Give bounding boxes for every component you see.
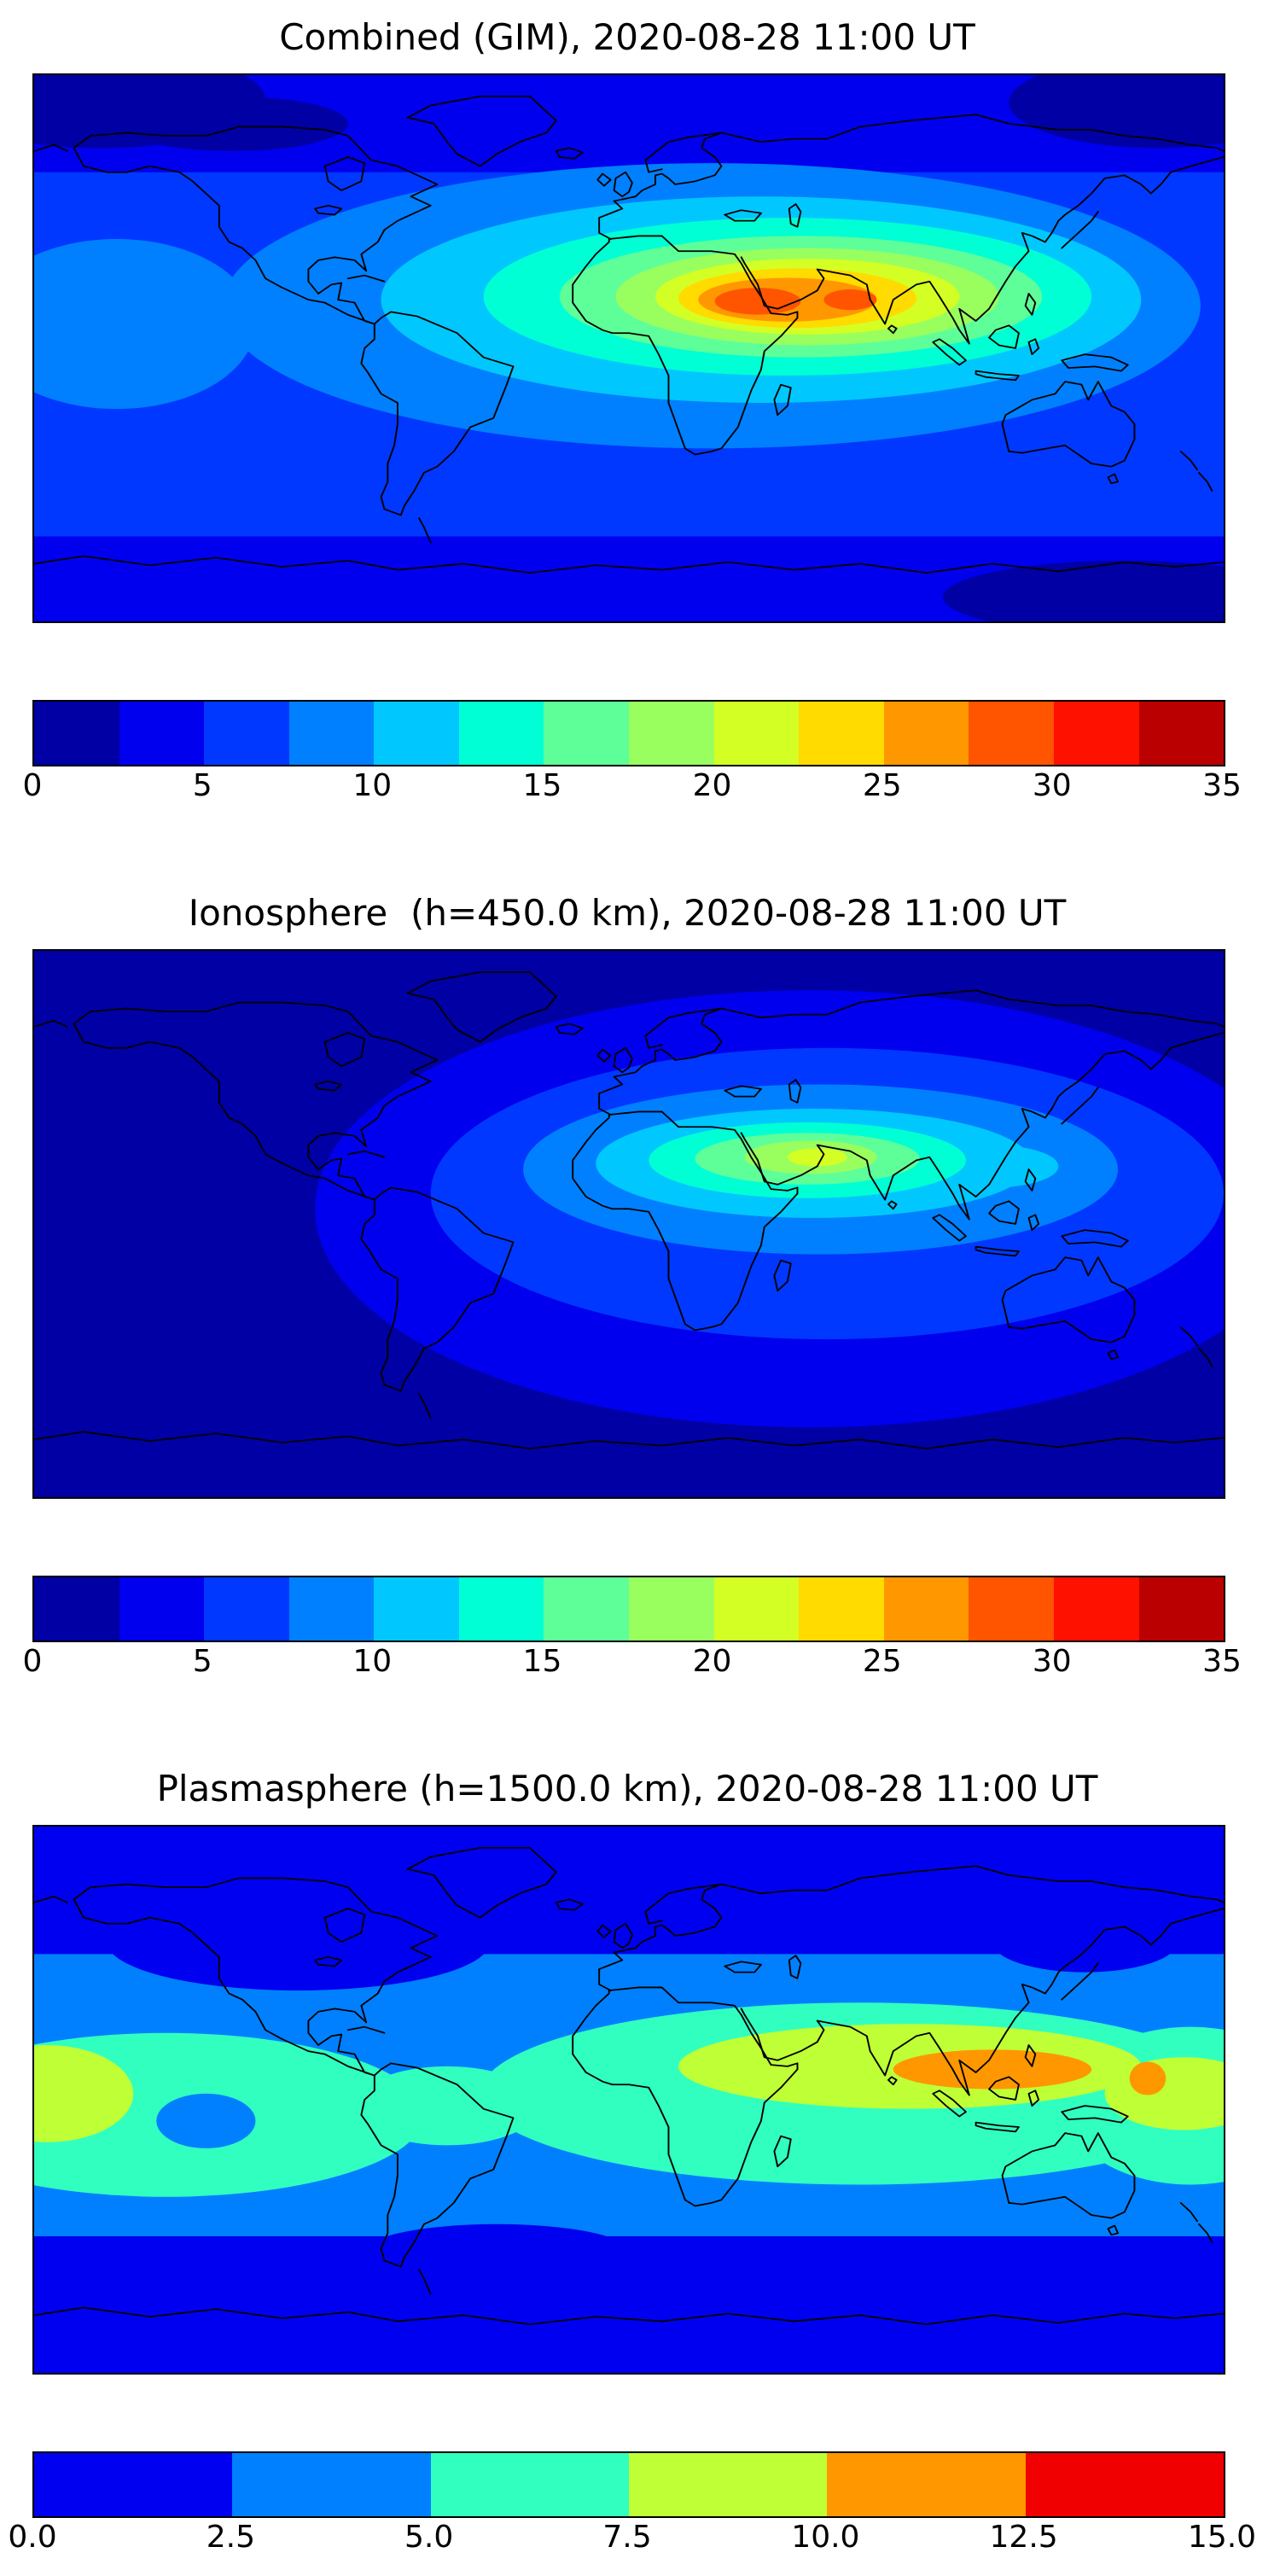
- colorbar-combined: [32, 700, 1225, 766]
- colorbar-tick-label: 10.0: [791, 2520, 860, 2555]
- colorbar-segment: [713, 1577, 800, 1641]
- contour-yellowgreen-west: [34, 2045, 134, 2142]
- contour-arctic-dark: [116, 96, 348, 151]
- contour-south-dip: [364, 2223, 629, 2279]
- contour-pacific-light: [34, 239, 256, 410]
- colorbar-segment: [1138, 702, 1225, 765]
- colorbar-ionosphere-ticks: 0 5 10 15 20 25 30 35: [23, 1642, 1242, 1681]
- colorbar-segment: [34, 702, 119, 765]
- contour-blue-hole: [156, 2093, 256, 2148]
- contour-field-ionosphere: [34, 951, 1224, 1497]
- panel-combined-title: Combined (GIM), 2020-08-28 11:00 UT: [279, 16, 975, 58]
- map-plasmasphere-svg: [34, 1827, 1224, 2373]
- colorbar-tick-label: 35: [1202, 1644, 1242, 1679]
- colorbar-segment: [288, 702, 375, 765]
- colorbar-segment: [713, 702, 800, 765]
- colorbar-tick-label: 0.0: [8, 2520, 57, 2555]
- map-plasmasphere: [32, 1825, 1225, 2375]
- colorbar-segment: [883, 702, 969, 765]
- contour-peak: [787, 1148, 847, 1167]
- colorbar-segment: [1138, 1577, 1225, 1641]
- map-ionosphere-svg: [34, 951, 1224, 1497]
- colorbar-segment: [827, 2453, 1026, 2516]
- map-combined-svg: [34, 75, 1224, 621]
- map-combined: [32, 73, 1225, 623]
- panel-ionosphere: Ionosphere (h=450.0 km), 2020-08-28 11:0…: [23, 891, 1242, 1681]
- colorbar-segment: [34, 1577, 119, 1641]
- contour-easia-dip: [992, 1911, 1178, 1973]
- contour-orange-spot: [1129, 2061, 1167, 2095]
- colorbar-tick-label: 10: [352, 768, 393, 803]
- map-ionosphere: [32, 949, 1225, 1499]
- colorbar-segment: [374, 1577, 459, 1641]
- colorbar-tick-label: 20: [692, 768, 732, 803]
- colorbar-tick-label: 10: [352, 1644, 393, 1679]
- panel-plasmasphere: Plasmasphere (h=1500.0 km), 2020-08-28 1…: [8, 1767, 1256, 2557]
- colorbar-tick-label: 5: [192, 1644, 212, 1679]
- colorbar-ionosphere: [32, 1576, 1225, 1642]
- colorbar-tick-label: 5.0: [404, 2520, 454, 2555]
- colorbar-segment: [628, 2453, 828, 2516]
- colorbar-segment: [119, 1577, 205, 1641]
- colorbar-tick-label: 15: [522, 1644, 562, 1679]
- colorbar-segment: [883, 1577, 969, 1641]
- panel-combined-gim: Combined (GIM), 2020-08-28 11:00 UT: [23, 15, 1242, 806]
- panel-ionosphere-title: Ionosphere (h=450.0 km), 2020-08-28 11:0…: [188, 892, 1067, 934]
- colorbar-segment: [119, 702, 205, 765]
- colorbar-tick-label: 7.5: [602, 2520, 652, 2555]
- colorbar-segment: [458, 702, 544, 765]
- colorbar-segment: [34, 2453, 233, 2516]
- colorbar-combined-ticks: 0 5 10 15 20 25 30 35: [23, 766, 1242, 806]
- figure-page: Combined (GIM), 2020-08-28 11:00 UT: [8, 15, 1256, 2557]
- colorbar-tick-label: 2.5: [206, 2520, 256, 2555]
- colorbar-segment: [1053, 1577, 1139, 1641]
- contour-orange-peak: [893, 2049, 1092, 2089]
- contour-field-plasmasphere: [34, 1827, 1224, 2373]
- colorbar-segment: [799, 702, 884, 765]
- colorbar-tick-label: 30: [1032, 1644, 1072, 1679]
- colorbar-segment: [204, 1577, 289, 1641]
- colorbar-tick-label: 12.5: [989, 2520, 1058, 2555]
- colorbar-tick-label: 0: [22, 1644, 43, 1679]
- colorbar-segment: [629, 1577, 714, 1641]
- colorbar-tick-label: 25: [862, 768, 902, 803]
- colorbar-segment: [799, 1577, 884, 1641]
- colorbar-segment: [374, 702, 459, 765]
- colorbar-segment: [232, 2453, 431, 2516]
- colorbar-segment: [969, 702, 1054, 765]
- colorbar-tick-label: 30: [1032, 768, 1072, 803]
- colorbar-segment: [204, 702, 289, 765]
- panel-plasmasphere-title: Plasmasphere (h=1500.0 km), 2020-08-28 1…: [156, 1768, 1098, 1810]
- colorbar-segment: [1025, 2453, 1224, 2516]
- colorbar-tick-label: 5: [192, 768, 212, 803]
- colorbar-segment: [1053, 702, 1139, 765]
- colorbar-tick-label: 25: [862, 1644, 902, 1679]
- colorbar-segment: [544, 702, 630, 765]
- contour-peak-east: [823, 289, 877, 311]
- colorbar-segment: [288, 1577, 375, 1641]
- colorbar-segment: [629, 702, 714, 765]
- colorbar-segment: [430, 2453, 629, 2516]
- colorbar-tick-label: 15: [522, 768, 562, 803]
- colorbar-segment: [544, 1577, 630, 1641]
- colorbar-tick-label: 0: [22, 768, 43, 803]
- contour-namerica-dip: [107, 1893, 491, 1990]
- colorbar-segment: [458, 1577, 544, 1641]
- contour-field-combined: [34, 75, 1224, 621]
- colorbar-tick-label: 15.0: [1187, 2520, 1257, 2555]
- colorbar-plasmasphere: [32, 2451, 1225, 2518]
- colorbar-plasmasphere-ticks: 0.0 2.5 5.0 7.5 10.0 12.5 15.0: [8, 2518, 1256, 2557]
- colorbar-tick-label: 35: [1202, 768, 1242, 803]
- colorbar-tick-label: 20: [692, 1644, 732, 1679]
- contour-se-dark: [942, 560, 1224, 621]
- colorbar-segment: [969, 1577, 1054, 1641]
